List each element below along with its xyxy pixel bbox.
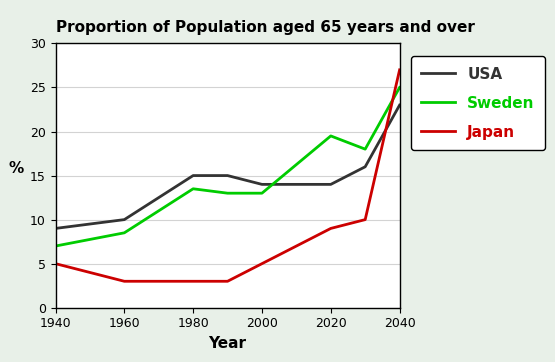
- Legend: USA, Sweden, Japan: USA, Sweden, Japan: [411, 56, 546, 151]
- Y-axis label: %: %: [8, 161, 24, 176]
- X-axis label: Year: Year: [209, 336, 246, 351]
- Text: Proportion of Population aged 65 years and over: Proportion of Population aged 65 years a…: [56, 20, 475, 35]
